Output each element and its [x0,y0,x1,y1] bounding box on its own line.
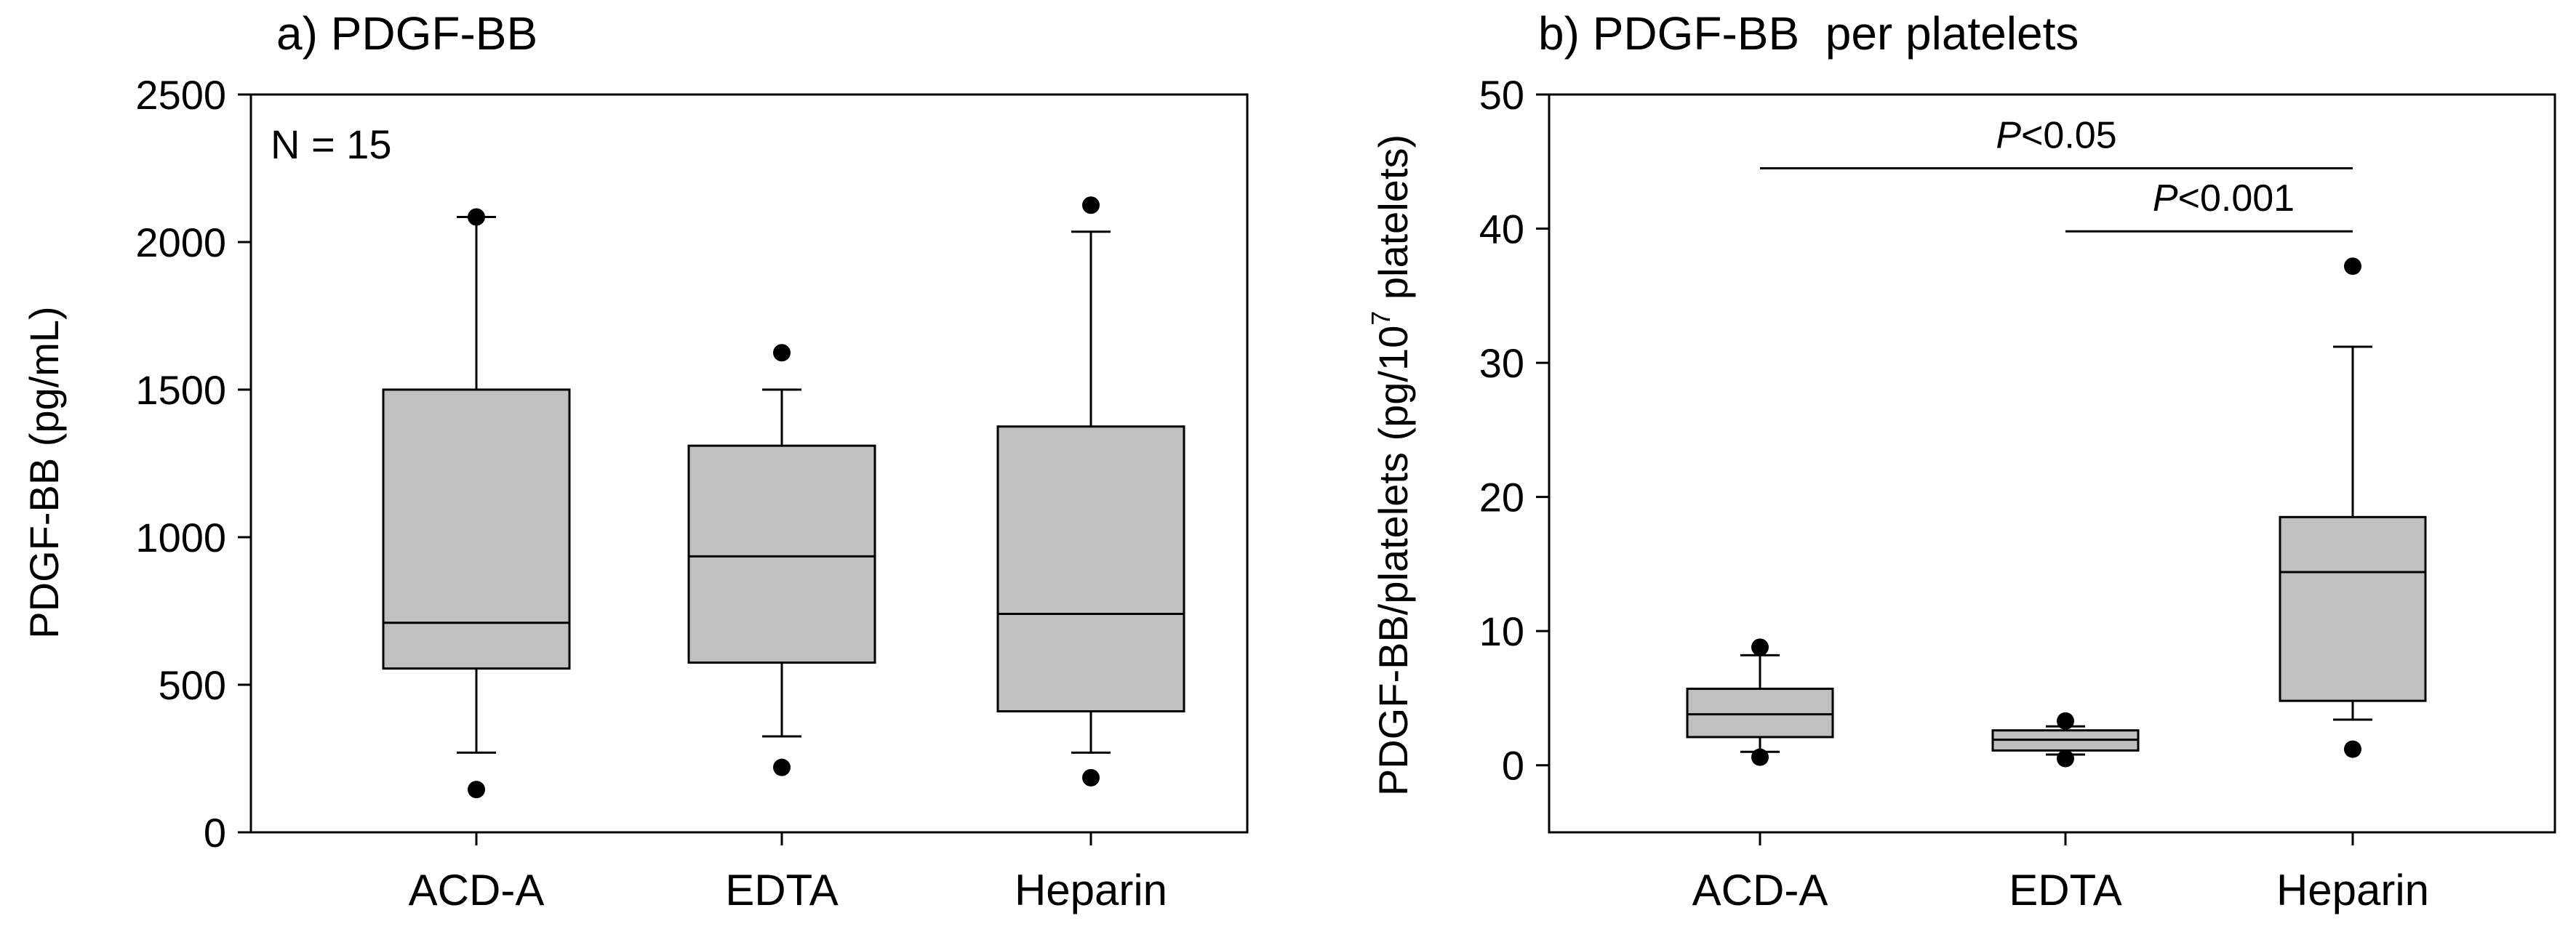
panel-b-y-axis-label: PDGF-BB/platelets (pg/107 platelets) [1366,134,1416,796]
panel-b-heparin-box [2279,515,2427,702]
panel-b-significance-label-value: <0.05 [2021,115,2117,157]
panel-a-marks: 0 500 1000 1500 2000 2500 ACD-A EDTA Heparin [135,72,1185,914]
panel-b-edta-outlier [2057,712,2074,730]
panel-b-x-tick-label: ACD-A [1692,866,1828,914]
panel-b-y-tick-label: 40 [1479,206,1524,252]
panel-b-significance-label-p: P [1996,115,2021,157]
panel-b-plot-frame [1548,93,2556,834]
panel-a-acd-a-outlier [468,781,485,799]
panel-a-x-tick-label: EDTA [725,866,839,914]
panel-b: b) PDGF-BB per platelets PDGF-BB/platele… [1366,7,2556,914]
panel-b-significance-label: P<0.001 [2153,177,2295,220]
panel-a-y-tick-label: 1000 [135,515,226,560]
panel-b-y-tick-label: 20 [1479,475,1524,520]
panel-a-y-tick-label: 1500 [135,367,226,413]
panel-a-y-axis-label: PDGF-BB (pg/mL) [21,306,67,638]
panel-b-y-tick-label: 50 [1479,72,1524,118]
panel-a-x-tick-label: Heparin [1015,866,1167,914]
panel-b-y-axis-label-superscript: 7 [1366,311,1396,326]
panel-a-edta-outlier [773,344,791,362]
panel-a-y-tick-label: 2000 [135,220,226,265]
panel-b-y-tick-label: 30 [1479,340,1524,386]
panel-b-title: b) PDGF-BB per platelets [1538,7,2079,60]
panel-b-acd-a-box [1686,688,1834,739]
panel-b-x-tick-label: EDTA [2009,866,2122,914]
panel-b-y-axis-label-main: PDGF-BB/platelets (pg/10 [1370,326,1416,796]
panel-b-x-tick-label: Heparin [2276,866,2429,914]
panel-a-acd-a-outlier [468,208,485,226]
panel-a-heparin-outlier [1082,768,1100,787]
panel-b-heparin-outlier [2344,740,2361,758]
panel-a-heparin-outlier [1082,196,1100,214]
panel-a-n-annotation: N = 15 [271,121,392,167]
panel-a-title: a) PDGF-BB [276,7,537,60]
panel-b-significance-label-p: P [2153,177,2178,220]
panel-b-acd-a-outlier [1751,638,1769,656]
panel-a-acd-a-box [382,388,571,670]
panel-b-acd-a-outlier [1751,748,1769,766]
panel-b-y-tick-label: 10 [1479,608,1524,654]
panel-a-edta-outlier [773,758,791,776]
panel-b-significance-label-value: <0.001 [2178,177,2295,220]
panel-b-heparin-outlier [2344,257,2361,276]
panel-a-y-tick-label: 500 [159,662,226,708]
panel-b-edta-outlier [2057,749,2074,768]
panel-a-y-tick-label: 2500 [135,72,226,118]
panel-a-y-tick-label: 0 [204,810,226,856]
panel-a-edta-box [687,444,876,664]
panel-b-y-tick-label: 0 [1502,743,1524,789]
panel-a-heparin-box [996,425,1185,713]
panel-a: a) PDGF-BB PDGF-BB (pg/mL) N = 15 0 500 10… [21,7,1249,914]
panel-a-x-tick-label: ACD-A [409,866,545,914]
panel-b-y-axis-label-suffix: platelets) [1370,134,1416,311]
panel-a-plot-frame [249,93,1249,834]
panel-b-significance-label: P<0.05 [1996,115,2116,157]
